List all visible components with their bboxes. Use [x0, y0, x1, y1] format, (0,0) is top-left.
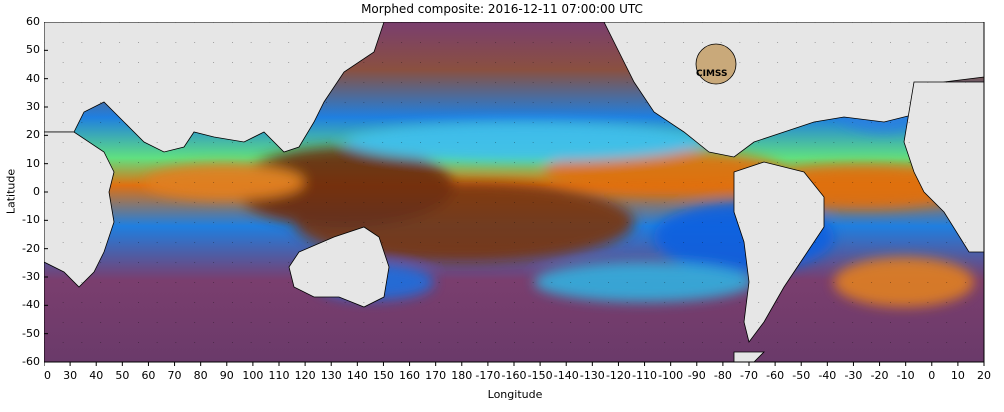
x-tick-label: -20	[871, 369, 889, 382]
svg-text:CIMSS: CIMSS	[696, 69, 727, 79]
x-tick-label: -100	[658, 369, 683, 382]
x-tick-label: 170	[425, 369, 446, 382]
y-tick-label: -10	[22, 213, 40, 227]
x-axis-label: Longitude	[487, 388, 543, 401]
x-tick-label: 10	[951, 369, 965, 382]
map-title: Morphed composite: 2016-12-11 07:00:00 U…	[361, 2, 643, 16]
graticule	[44, 22, 984, 362]
y-tick-label: 10	[26, 156, 40, 170]
x-tick-label: 70	[168, 369, 182, 382]
x-tick-label: -90	[688, 369, 706, 382]
y-tick-label: 60	[26, 15, 40, 28]
x-tick-label: 0	[928, 369, 935, 382]
x-tick-label: 120	[295, 369, 316, 382]
x-tick-label: 100	[242, 369, 263, 382]
y-tick-label: 30	[26, 100, 40, 113]
x-tick-label: -50	[792, 369, 810, 382]
x-tick-label: 60	[141, 369, 155, 382]
map-plot[interactable]: CIMSS 2030405060708090100110120130140150…	[44, 22, 1004, 412]
x-tick-label: 140	[347, 369, 368, 382]
x-tick-label: -110	[632, 369, 657, 382]
y-tick-label: -50	[22, 326, 40, 340]
x-tick-label: 40	[89, 369, 103, 382]
x-tick-label: 80	[194, 369, 208, 382]
y-tick-label: -40	[22, 298, 40, 312]
y-tick-label: -20	[22, 241, 40, 255]
x-tick-label: -170	[475, 369, 500, 382]
cimss-logo: CIMSS	[695, 43, 737, 85]
y-tick-label: 40	[26, 71, 40, 85]
x-tick-label: 50	[115, 369, 129, 382]
x-tick-label: 30	[63, 369, 77, 382]
x-tick-label: 110	[269, 369, 290, 382]
x-tick-label: -80	[714, 369, 732, 382]
x-tick-label: -40	[818, 369, 836, 382]
y-tick-label: 0	[33, 185, 40, 198]
y-tick-label: 50	[26, 43, 40, 57]
x-tick-label: 90	[220, 369, 234, 382]
y-tick-label: -60	[22, 355, 40, 368]
x-tick-label: -140	[554, 369, 579, 382]
x-tick-label: 20	[44, 369, 51, 382]
x-tick-label: 180	[451, 369, 472, 382]
x-tick-labels: 2030405060708090100110120130140150160170…	[44, 362, 991, 382]
x-tick-label: 150	[373, 369, 394, 382]
y-tick-label: 20	[26, 128, 40, 142]
y-tick-labels	[44, 22, 48, 363]
x-tick-label: 160	[399, 369, 420, 382]
x-tick-label: -70	[740, 369, 758, 382]
x-tick-label: -60	[766, 369, 784, 382]
x-tick-label: -160	[502, 369, 527, 382]
x-tick-label: 130	[321, 369, 342, 382]
x-tick-label: -30	[844, 369, 862, 382]
y-tick-label: -30	[22, 270, 40, 283]
x-tick-label: -10	[897, 369, 915, 382]
x-tick-label: -150	[528, 369, 553, 382]
x-tick-label: -130	[580, 369, 605, 382]
x-tick-label: -120	[606, 369, 631, 382]
x-tick-label: 20	[977, 369, 991, 382]
